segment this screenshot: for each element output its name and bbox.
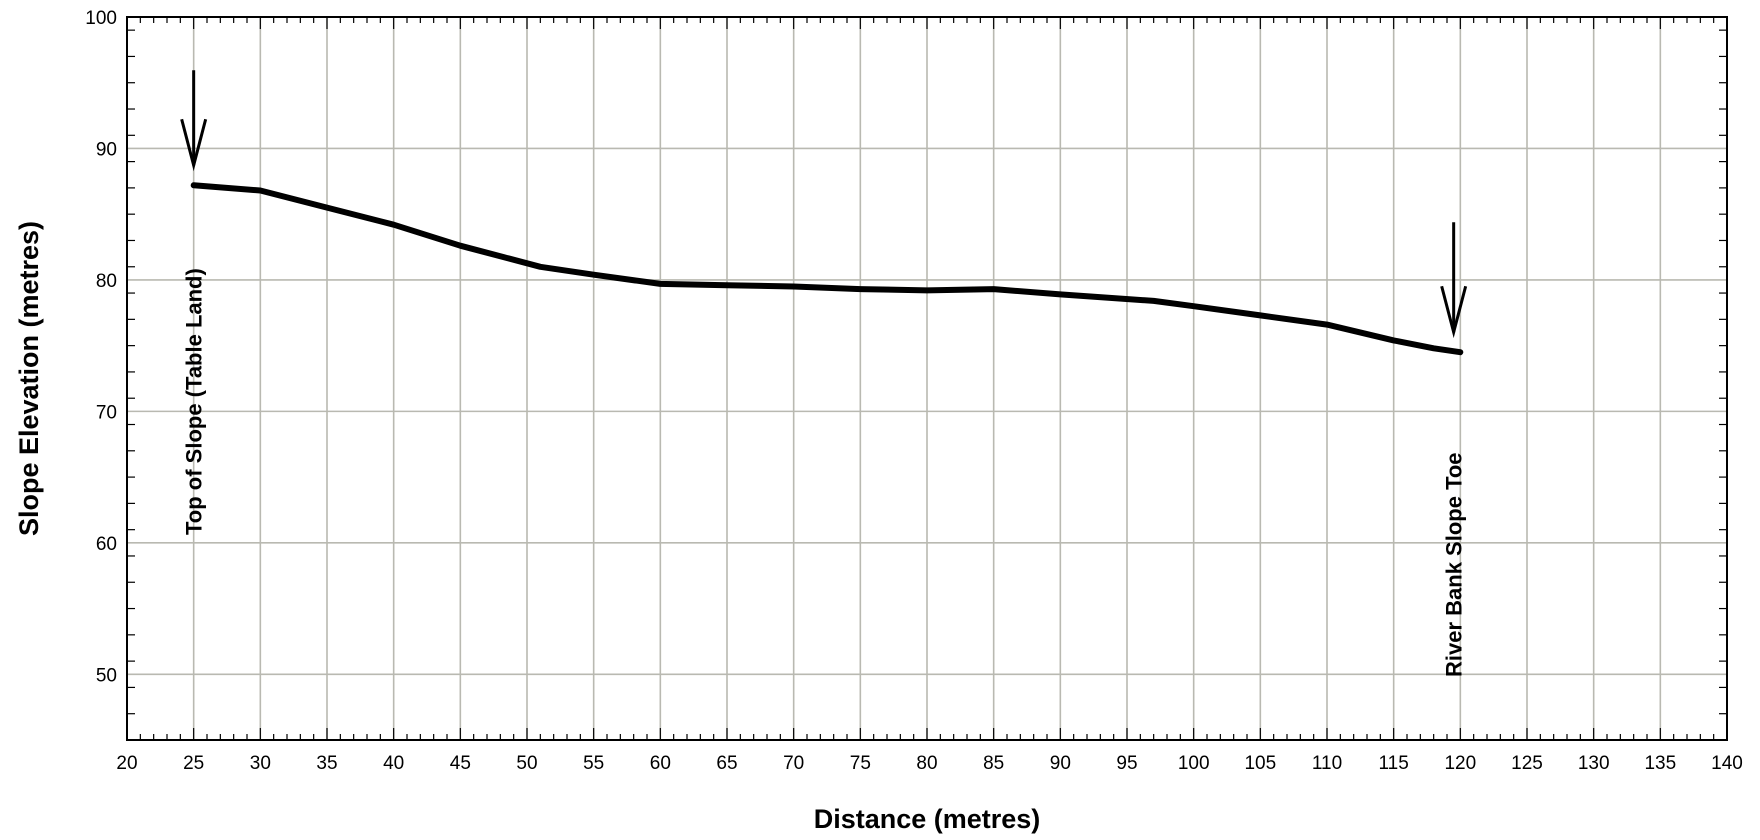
x-tick-label: 40	[383, 753, 404, 774]
annotation-label: River Bank Slope Toe	[1442, 452, 1467, 677]
x-axis-ticks: 20 25 30 35 40 45 50 55 60 65 70 75 80 85 90 95 100 105 11…	[116, 753, 1742, 774]
y-tick-label: 100	[85, 8, 117, 29]
plot-frame	[126, 16, 1728, 741]
x-tick-label: 140	[1711, 753, 1743, 774]
y-tick-label: 70	[96, 402, 117, 423]
arrow-head	[180, 118, 208, 172]
x-tick-label: 80	[916, 753, 937, 774]
x-tick-label: 75	[850, 753, 871, 774]
y-axis-title: Slope Elevation (metres)	[14, 221, 44, 536]
x-tick-label: 50	[516, 753, 537, 774]
x-tick-label: 60	[650, 753, 671, 774]
grid-lines	[126, 16, 1728, 740]
annotations: Top of Slope (Table Land) River Bank Slop…	[180, 70, 1468, 677]
y-tick-label: 60	[96, 534, 117, 555]
x-tick-label: 125	[1511, 753, 1543, 774]
x-tick-label: 70	[783, 753, 804, 774]
x-tick-label: 25	[183, 753, 204, 774]
y-tick-label: 80	[96, 271, 117, 292]
x-tick-label: 135	[1644, 753, 1676, 774]
y-tick-label: 50	[96, 665, 117, 686]
x-axis-title: Distance (metres)	[814, 804, 1041, 834]
x-tick-label: 115	[1379, 753, 1409, 774]
x-tick-label: 45	[450, 753, 471, 774]
annotation-arrow-1	[180, 70, 208, 172]
x-tick-label: 120	[1444, 753, 1476, 774]
x-tick-label: 100	[1178, 753, 1210, 774]
x-tick-label: 20	[116, 753, 137, 774]
y-axis-ticks: 50 60 70 80 90 100	[85, 8, 117, 686]
x-tick-label: 105	[1244, 753, 1276, 774]
x-tick-label: 95	[1116, 753, 1137, 774]
annotation-arrow-2	[1440, 222, 1468, 339]
series-line	[190, 182, 1464, 356]
annotation-label: Top of Slope (Table Land)	[182, 268, 207, 535]
y-tick-label: 90	[96, 139, 117, 160]
x-tick-label: 35	[316, 753, 337, 774]
series-layer	[190, 182, 1464, 356]
arrow-head	[1440, 285, 1468, 339]
x-tick-label: 55	[583, 753, 604, 774]
x-tick-label: 65	[716, 753, 737, 774]
x-tick-label: 85	[983, 753, 1004, 774]
x-tick-label: 110	[1312, 753, 1342, 774]
x-tick-label: 90	[1050, 753, 1071, 774]
x-tick-label: 30	[250, 753, 271, 774]
x-tick-label: 130	[1578, 753, 1610, 774]
